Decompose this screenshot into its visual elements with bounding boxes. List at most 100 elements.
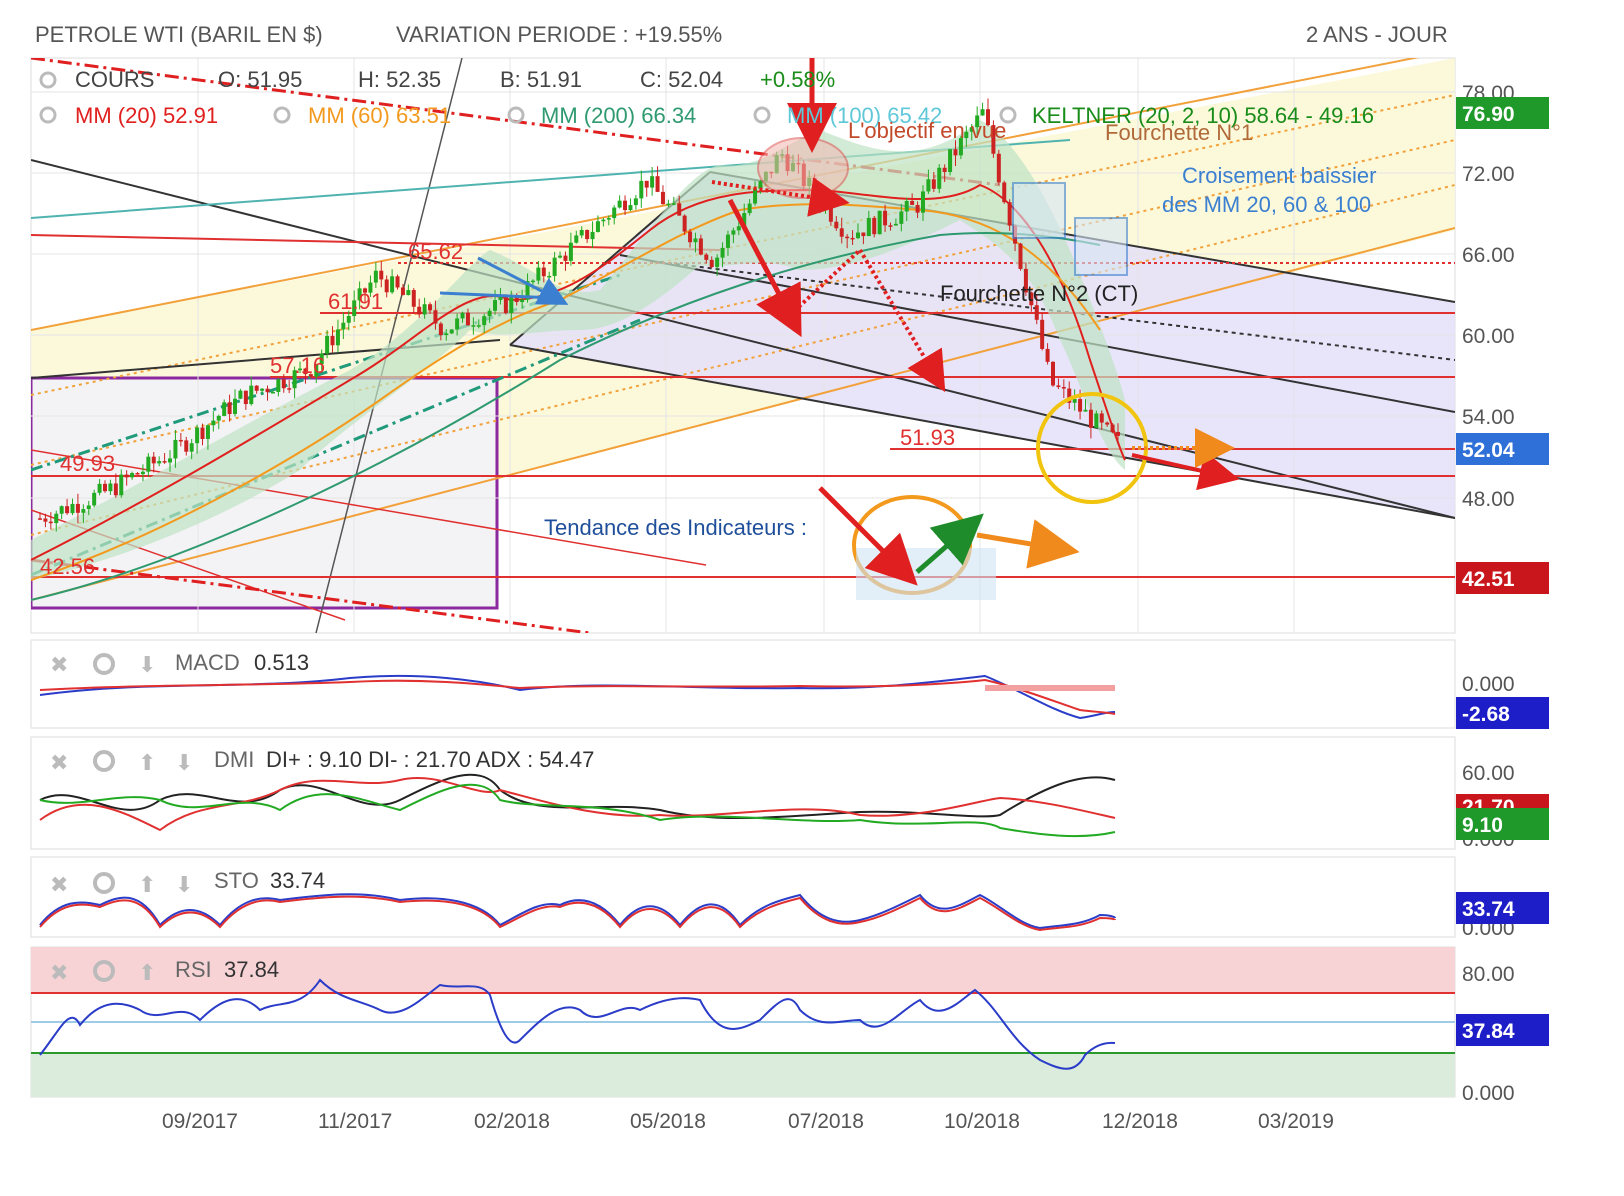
mm20-gear-icon[interactable] [39, 106, 57, 124]
rsi-close-icon[interactable]: ✖ [50, 960, 68, 985]
candle-body [276, 379, 281, 392]
badge-low-bg [1456, 562, 1549, 594]
dmi-up-icon[interactable]: ⬆ [138, 750, 156, 775]
candle-body [498, 296, 503, 301]
candle-body [1099, 413, 1104, 423]
rsi-badge-bg [1456, 1014, 1549, 1046]
mm60-line [31, 203, 1101, 581]
candle-body [704, 254, 709, 260]
keltner-gear-icon[interactable] [999, 106, 1017, 124]
price-tick-66: 66.00 [1462, 244, 1515, 267]
candle-body [103, 483, 108, 492]
macd-down-icon[interactable]: ⬇ [138, 652, 156, 677]
candle-body [1061, 386, 1066, 389]
mm60-gear-icon[interactable] [273, 106, 291, 124]
candle-body [931, 179, 936, 189]
candle-body [243, 390, 248, 405]
candle-body [753, 188, 758, 204]
candle-body [75, 503, 80, 513]
rsi-value: 37.84 [224, 957, 279, 982]
candle-body [211, 420, 216, 426]
arrow-dotted-1 [788, 248, 862, 317]
period-selector[interactable]: 2 ANS - JOUR [1306, 22, 1448, 47]
candle-body [552, 257, 557, 276]
candle-body [260, 388, 265, 391]
candle-body [227, 402, 232, 415]
candle-body [574, 235, 579, 243]
candle-body [688, 231, 693, 243]
candle-body [563, 255, 568, 261]
candle-body [81, 509, 86, 513]
settings-gear-icon[interactable] [39, 71, 57, 89]
dmi-minus-line [39, 777, 1116, 832]
candle-body [709, 259, 714, 268]
candle-body [287, 388, 292, 390]
candle-body [969, 127, 974, 132]
rsi-overbought-zone [31, 947, 1455, 993]
candle-body [384, 279, 389, 293]
macd-close-icon[interactable]: ✖ [50, 652, 68, 677]
dmi-close-icon[interactable]: ✖ [50, 750, 68, 775]
candle-body [617, 200, 622, 208]
dmi-plus-line [39, 783, 1116, 838]
candle-body [357, 288, 362, 301]
rsi-gear-icon[interactable] [93, 960, 115, 982]
candle-body [595, 221, 600, 232]
dmi-down-icon[interactable]: ⬇ [175, 750, 193, 775]
candle-body [520, 299, 525, 303]
candle-body [254, 385, 259, 391]
candle-body [828, 204, 833, 222]
candle-body [406, 290, 411, 296]
candle-body [747, 203, 752, 214]
candle-body [514, 297, 519, 303]
candle-body [623, 200, 628, 211]
candle-body [373, 270, 378, 283]
candle-body [86, 505, 91, 510]
mm100-gear-icon[interactable] [753, 106, 771, 124]
macd-gear-icon[interactable] [93, 653, 115, 675]
badge-high-bg [1456, 97, 1549, 129]
candle-body [872, 217, 877, 235]
candle-body [330, 335, 335, 346]
price-tick-72: 72.00 [1462, 163, 1515, 186]
x-tick-3: 05/2018 [630, 1110, 706, 1133]
mm200-gear-icon[interactable] [507, 106, 525, 124]
candle-body [455, 318, 460, 330]
candle-body [910, 200, 915, 205]
candle-body [460, 312, 465, 319]
level-label-5716: 57.16 [270, 353, 325, 378]
chart-title: PETROLE WTI (BARIL EN $) [35, 22, 323, 47]
candle-body [861, 232, 866, 237]
annotation-croisement-2: des MM 20, 60 & 100 [1162, 192, 1371, 217]
candle-body [845, 236, 850, 239]
arrow-blue-1 [477, 256, 569, 305]
candle-body [341, 322, 346, 330]
candle-body [151, 456, 156, 464]
rsi-up-icon[interactable]: ⬆ [138, 960, 156, 985]
sto-up-icon[interactable]: ⬆ [138, 872, 156, 897]
dmi-gear-icon[interactable] [93, 750, 115, 772]
candle-body [612, 207, 617, 219]
candle-body [1023, 268, 1028, 293]
candle-body [893, 223, 898, 226]
candle-body [1007, 202, 1012, 226]
sto-k-line [39, 893, 1116, 930]
candle-body [270, 391, 275, 394]
candle-body [1040, 319, 1045, 349]
sto-down-icon[interactable]: ⬇ [175, 872, 193, 897]
candle-body [113, 483, 118, 496]
candle-body [953, 149, 958, 156]
candle-body [1002, 182, 1007, 203]
candle-body [920, 191, 925, 213]
candle-body [758, 181, 763, 189]
candle-body [899, 211, 904, 224]
rsi-line [39, 978, 1116, 1070]
dmi-value: DI+ : 9.10 DI- : 21.70 ADX : 54.47 [266, 747, 594, 772]
candle-body [222, 402, 227, 416]
sto-close-icon[interactable]: ✖ [50, 872, 68, 897]
legend-mm100: MM (100) 65.42 [787, 103, 942, 128]
candle-body [948, 149, 953, 172]
candle-body [1116, 431, 1120, 436]
candle-body [883, 210, 888, 226]
sto-gear-icon[interactable] [93, 872, 115, 894]
